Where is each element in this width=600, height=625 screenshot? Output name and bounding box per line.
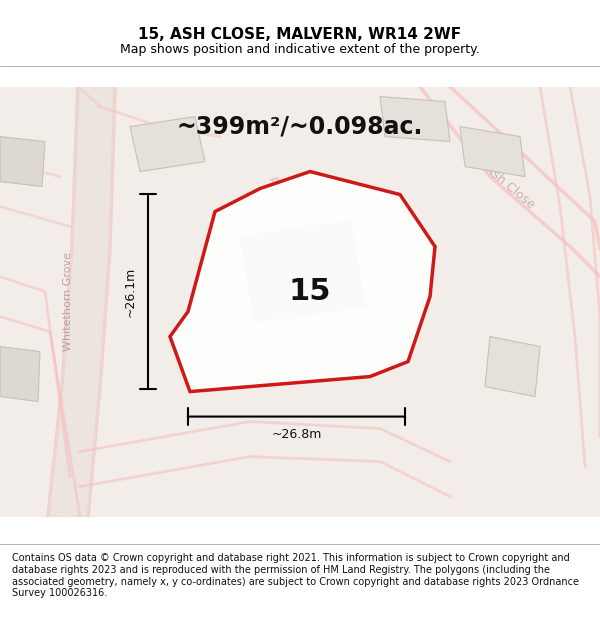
- Polygon shape: [380, 96, 450, 141]
- Polygon shape: [240, 221, 365, 321]
- Polygon shape: [485, 336, 540, 396]
- Polygon shape: [460, 126, 525, 176]
- Text: 15: 15: [289, 277, 331, 306]
- Text: Ash Close: Ash Close: [482, 162, 538, 211]
- Text: ~26.1m: ~26.1m: [124, 266, 137, 317]
- Text: Contains OS data © Crown copyright and database right 2021. This information is : Contains OS data © Crown copyright and d…: [12, 554, 579, 598]
- Polygon shape: [0, 136, 45, 186]
- Polygon shape: [48, 86, 115, 516]
- Polygon shape: [130, 116, 205, 171]
- Text: ~26.8m: ~26.8m: [271, 428, 322, 441]
- Text: Map shows position and indicative extent of the property.: Map shows position and indicative extent…: [120, 44, 480, 56]
- Polygon shape: [170, 171, 435, 391]
- Text: Whitethorn Grove: Whitethorn Grove: [63, 252, 73, 351]
- Text: ~399m²/~0.098ac.: ~399m²/~0.098ac.: [177, 114, 423, 139]
- Text: 15, ASH CLOSE, MALVERN, WR14 2WF: 15, ASH CLOSE, MALVERN, WR14 2WF: [139, 27, 461, 42]
- Text: Ash C...: Ash C...: [266, 173, 304, 220]
- Polygon shape: [0, 346, 40, 401]
